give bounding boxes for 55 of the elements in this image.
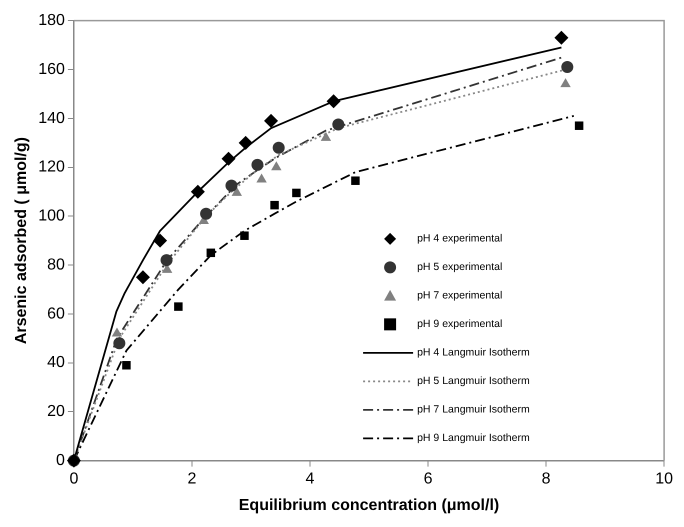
y-tick-label: 160 [38,60,65,78]
x-axis-title: Equilibrium concentration (μmol/l) [238,496,500,514]
point [232,186,242,196]
point [326,94,341,108]
legend-label: pH 4 Langmuir Isotherm [417,346,530,359]
y-tick-label: 0 [56,452,65,470]
point [240,231,249,240]
point [200,208,212,220]
y-tick-label: 80 [47,256,65,274]
point [238,136,253,150]
legend-label: pH 5 Langmuir Isotherm [417,375,530,388]
point [160,254,173,266]
point [122,361,131,370]
point [272,142,285,154]
x-tick-label: 8 [542,470,551,488]
y-tick-label: 180 [38,12,65,30]
legend-label: pH 9 Langmuir Isotherm [417,432,530,444]
point [264,114,278,128]
legend-label: pH 7 experimental [417,290,502,302]
y-tick-label: 60 [47,305,65,322]
point [332,118,344,130]
x-tick-label: 10 [655,470,674,488]
point [136,270,150,284]
y-tick-label: 140 [38,110,65,127]
point [270,200,279,210]
x-tick-label: 4 [306,470,315,488]
point [222,152,236,166]
point [271,161,282,170]
legend-label: pH 4 experimental [417,232,502,245]
point [320,132,332,141]
point [574,121,584,130]
point [190,184,205,199]
x-tick-label: 2 [187,470,196,488]
point [561,61,574,74]
y-axis-title: Arsenic adsorbed ( μmol/g) [13,137,30,344]
point [351,176,360,185]
point [256,173,267,182]
legend-label: pH 5 experimental [417,261,502,274]
point [225,180,238,192]
point [153,234,168,248]
point [292,188,301,198]
point [174,302,183,311]
y-tick-label: 40 [47,354,65,372]
point [560,78,571,88]
legend-label: pH 9 experimental [417,318,502,330]
point [251,158,264,171]
y-tick-label: 20 [47,403,65,420]
point [554,30,568,45]
x-tick-label: 6 [424,470,433,488]
point [206,248,216,258]
x-tick-label: 0 [69,470,78,488]
y-tick-label: 100 [38,208,65,225]
legend-label: pH 7 Langmuir Isotherm [417,404,530,416]
point [113,337,126,350]
y-tick-label: 120 [38,158,65,176]
